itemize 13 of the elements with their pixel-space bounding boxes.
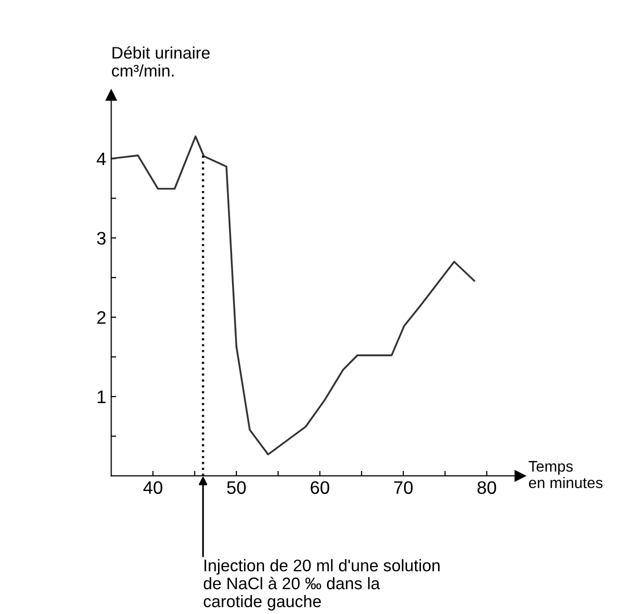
y-tick-label: 3 <box>97 232 106 245</box>
annotation: Injection de 20 ml d'une solution de NaCl à 20 ‰ dans la carotide gauche <box>204 559 440 611</box>
x-tick-label: 40 <box>143 481 162 494</box>
x-tick-label: 60 <box>310 481 330 494</box>
y-tick-label: 2 <box>97 311 106 324</box>
x-tick-label: 80 <box>478 481 496 494</box>
x-tick-label: 70 <box>394 481 413 494</box>
y-axis-title: Débit urinaire cm³/min. <box>112 46 210 77</box>
x-axis-title: Temps en minutes <box>528 461 602 488</box>
y-tick-label: 4 <box>96 152 106 166</box>
line-series <box>111 136 476 456</box>
y-tick-label: 1 <box>98 390 106 404</box>
x-tick-label: 50 <box>227 481 246 494</box>
